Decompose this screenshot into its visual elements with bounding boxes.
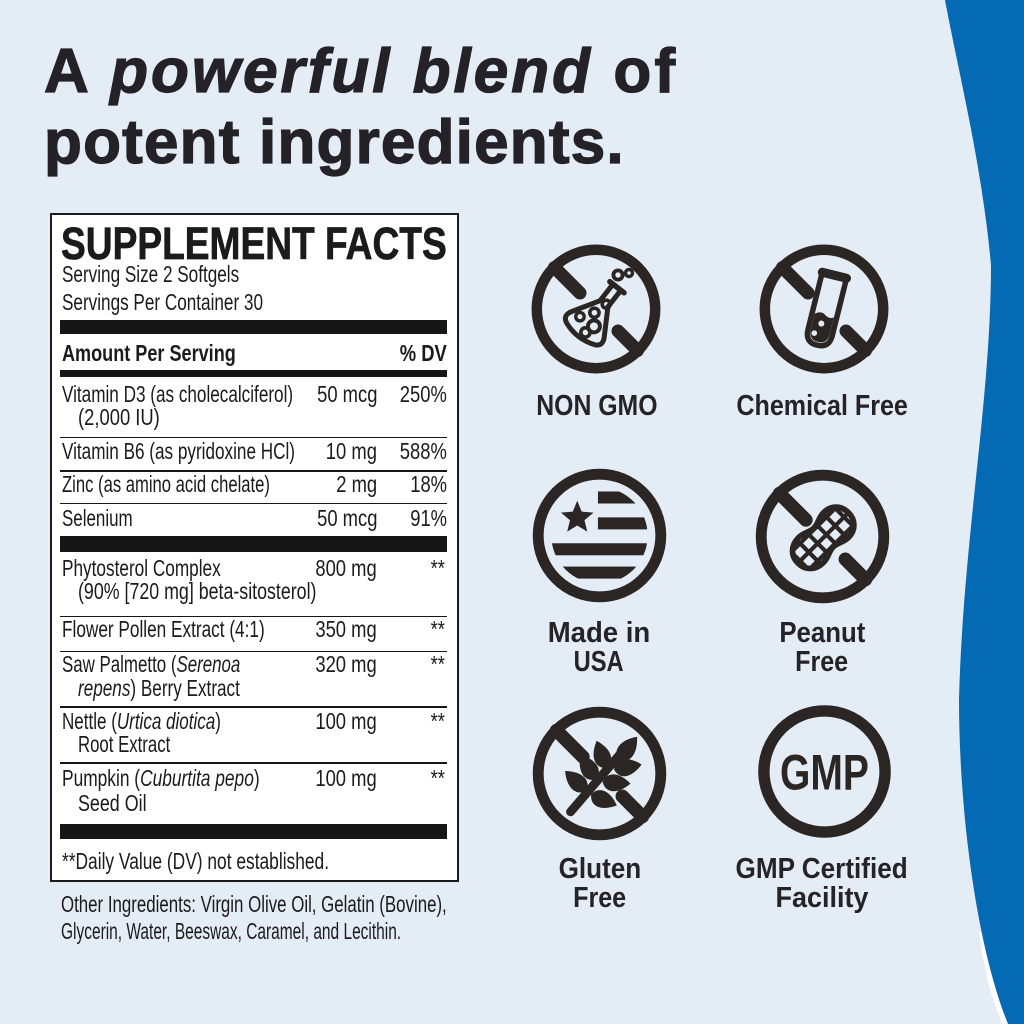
svg-text:GMP: GMP (780, 746, 869, 801)
